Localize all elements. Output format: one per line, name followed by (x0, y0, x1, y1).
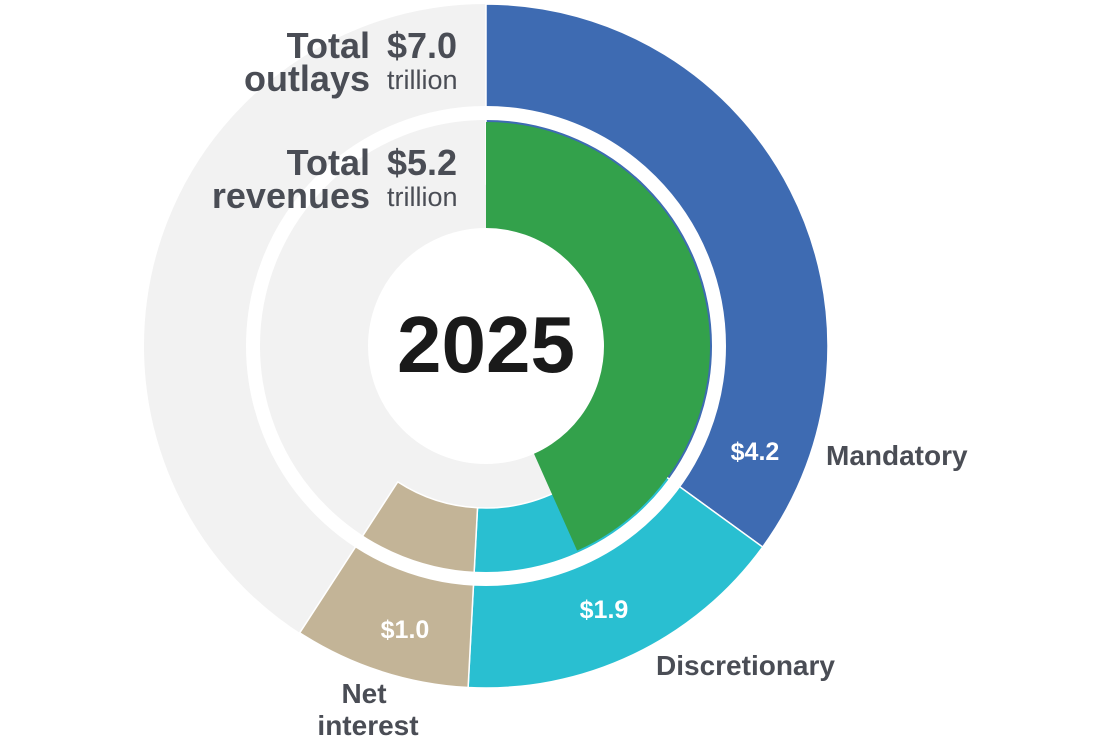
ring-separator (246, 106, 726, 586)
year-label: 2025 (397, 300, 575, 389)
segment-net-interest (298, 480, 479, 689)
name-label-net-interest-line1: Net (341, 678, 386, 709)
revenues-total-value: $5.2 (387, 142, 457, 183)
name-label-net-interest-line2: interest (317, 710, 418, 741)
name-label-mandatory: Mandatory (826, 440, 968, 471)
name-label-discretionary: Discretionary (656, 650, 835, 681)
revenues-label-line2: revenues (212, 175, 370, 216)
outlays-total-value: $7.0 (387, 25, 457, 66)
value-label-discretionary: $1.9 (580, 596, 629, 624)
revenues-unit: trillion (387, 182, 458, 212)
outlays-label-line1: Total (287, 25, 370, 66)
outlays-label-line2: outlays (244, 58, 370, 99)
outlays-unit: trillion (387, 65, 458, 95)
value-label-mandatory: $4.2 (731, 438, 780, 466)
revenues-label-line1: Total (287, 142, 370, 183)
segment-revenues (486, 122, 710, 551)
value-label-net-interest: $1.0 (381, 616, 430, 644)
